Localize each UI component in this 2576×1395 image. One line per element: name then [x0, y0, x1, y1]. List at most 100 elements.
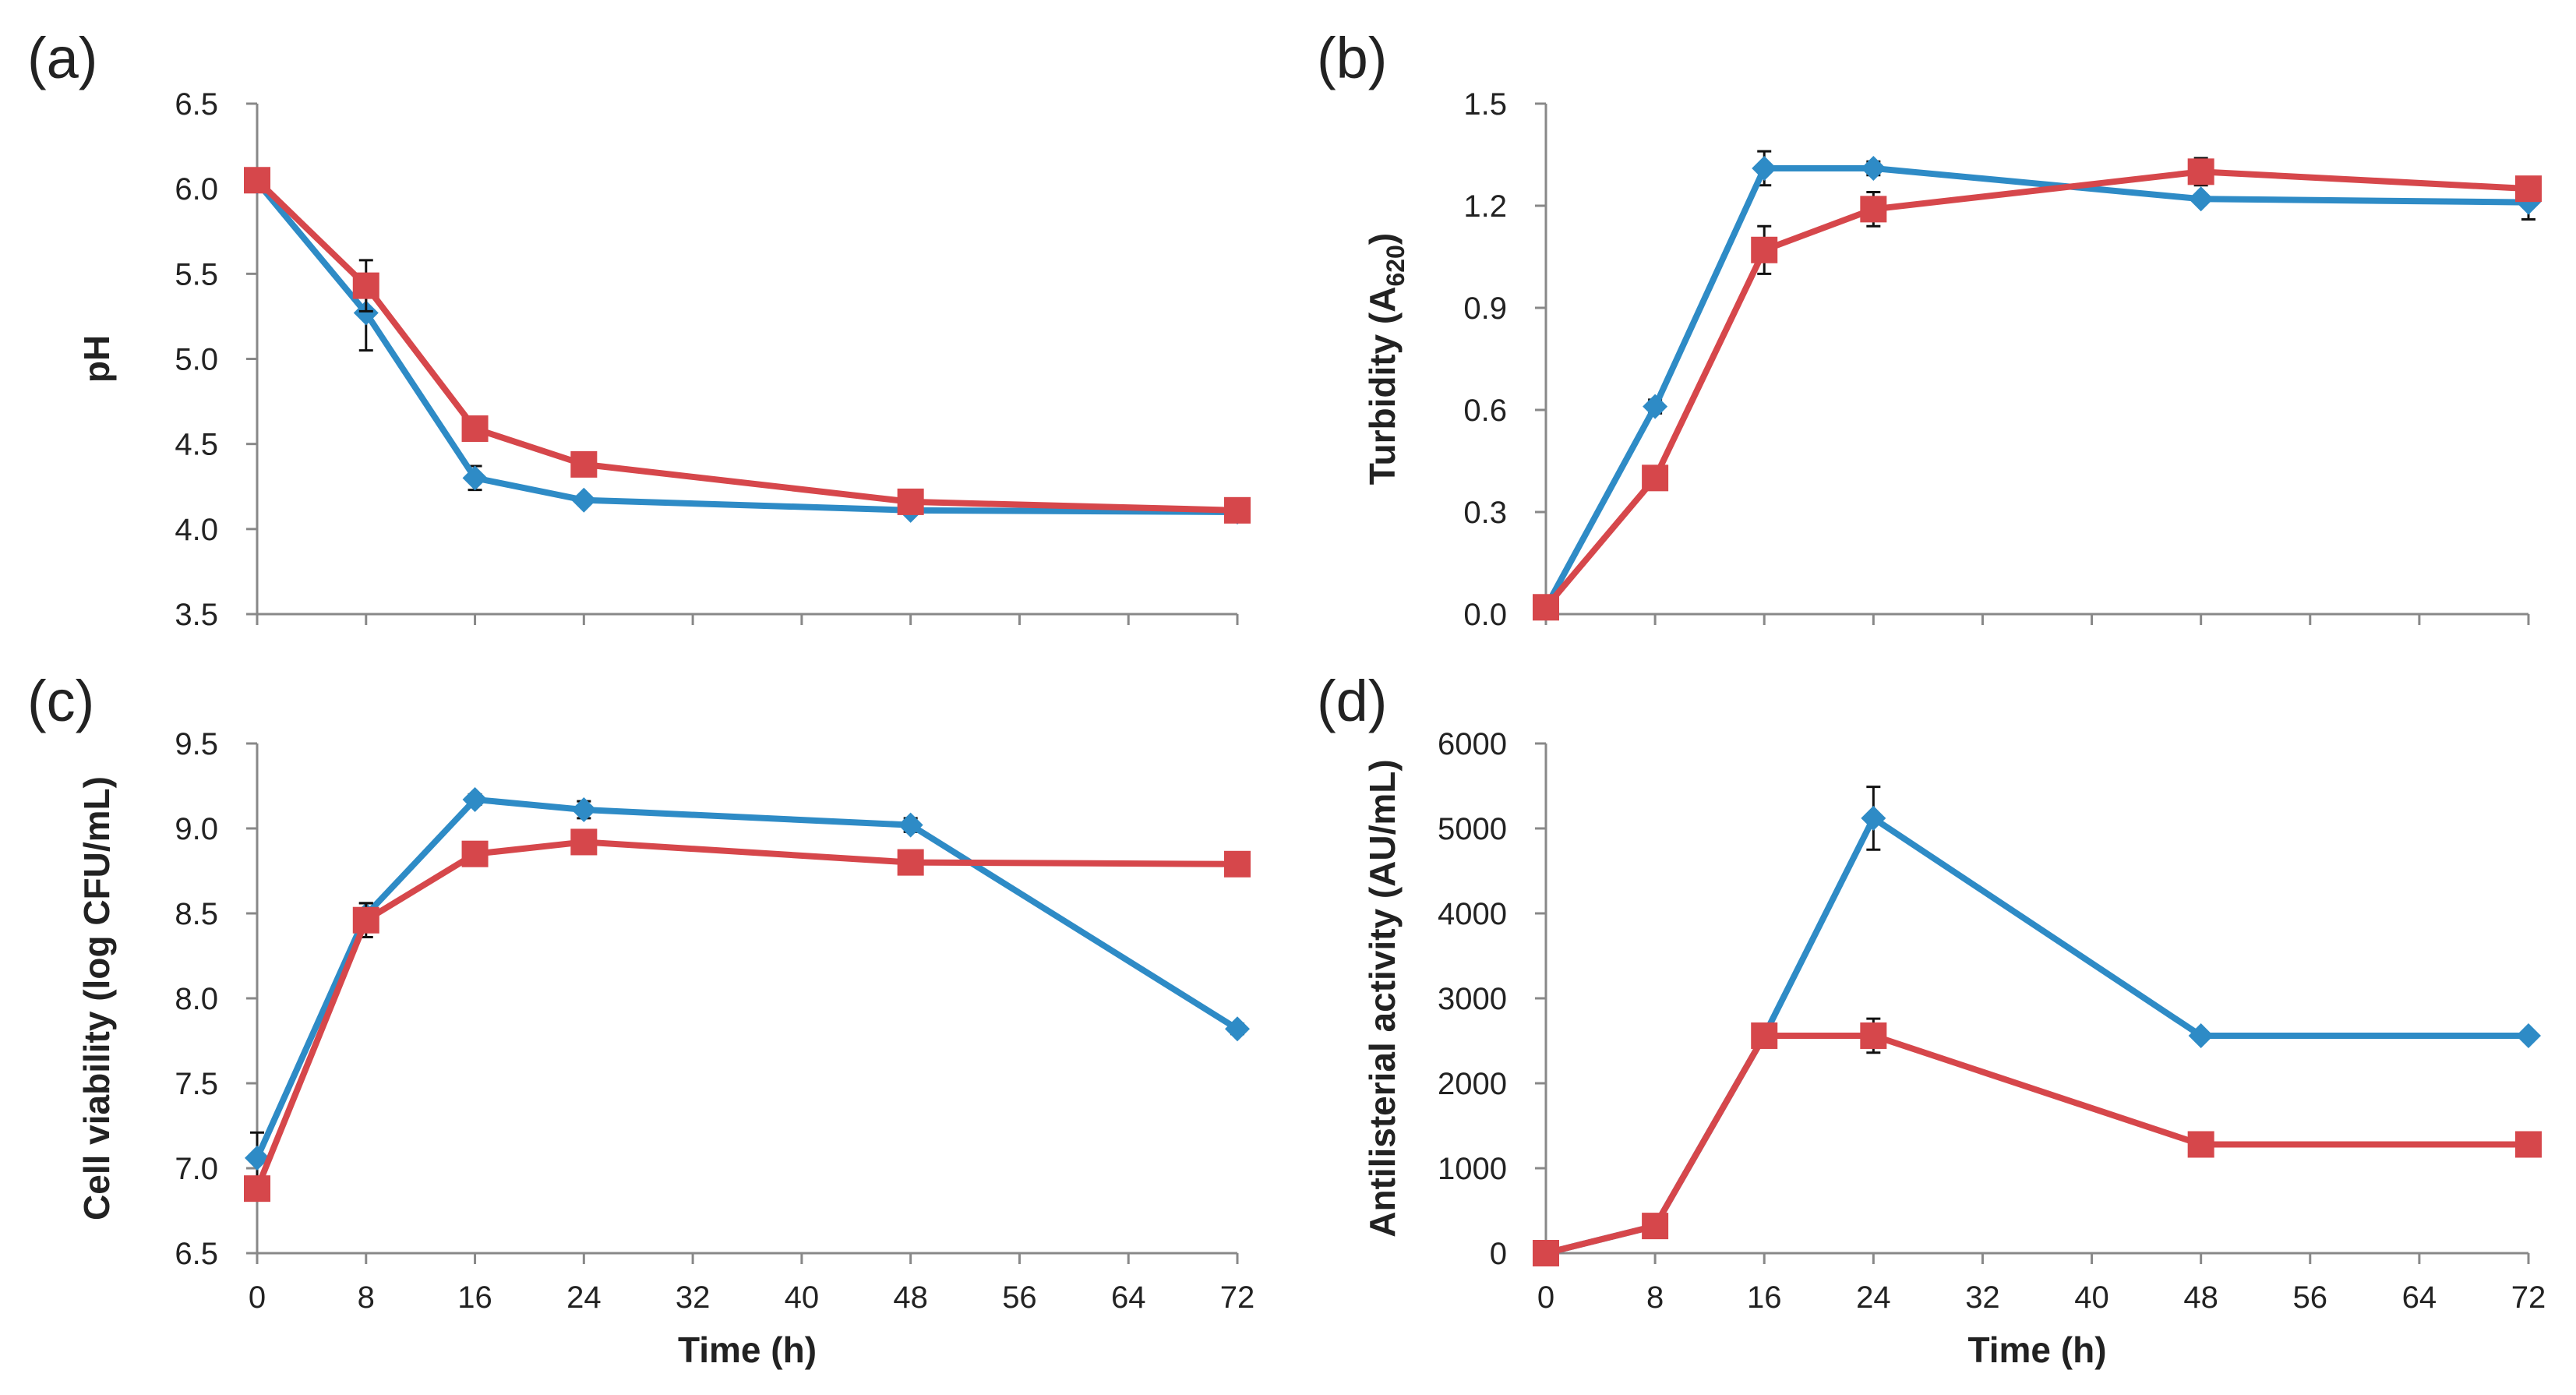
data-point-square: [2187, 1131, 2214, 1158]
data-point-square: [1642, 1213, 1669, 1240]
y-tick-label: 6.0: [175, 172, 218, 207]
data-point-square: [570, 450, 598, 478]
y-tick-label: 0: [1490, 1237, 1507, 1271]
series-line-blue: [254, 179, 1238, 515]
series-red: [244, 167, 1251, 524]
y-tick-label: 4.0: [175, 513, 218, 547]
series-line-blue: [1543, 164, 2529, 609]
x-tick-label: 8: [358, 1280, 375, 1315]
x-tick-label: 16: [457, 1280, 492, 1315]
data-point-square: [2515, 1131, 2542, 1158]
y-tick-label: 4000: [1438, 897, 1507, 931]
data-point-diamond: [1643, 394, 1668, 419]
data-point-diamond: [1752, 155, 1777, 181]
data-point-square: [2515, 175, 2542, 203]
data-point-square: [1224, 850, 1251, 878]
data-point-square: [570, 828, 598, 856]
series-blue: [1533, 786, 2541, 1266]
y-axis-title: Turbidity (A620): [1362, 233, 1410, 485]
series-blue: [245, 786, 1250, 1185]
data-point-square: [1533, 1240, 1559, 1266]
chart-panel-1: (a) 3.5 4.0 4.5 5.0 5.5 6.0 6.5 pH: [27, 26, 1251, 632]
data-point-square: [2187, 158, 2214, 185]
y-tick-label: 5.0: [175, 343, 218, 377]
y-tick-label: 1.5: [1463, 87, 1507, 122]
data-point-square: [1751, 236, 1778, 263]
x-tick-label: 0: [1537, 1280, 1554, 1315]
y-tick-label: 8.0: [175, 982, 218, 1016]
panel-label: (b): [1317, 26, 1387, 90]
y-tick-label: 3.5: [175, 598, 218, 632]
y-tick-label: 0.0: [1463, 598, 1507, 632]
y-tick-label: 9.0: [175, 812, 218, 846]
data-point-diamond: [1225, 1016, 1250, 1042]
data-point-square: [897, 488, 924, 515]
x-tick-label: 8: [1646, 1280, 1664, 1315]
y-tick-label: 5000: [1438, 812, 1507, 846]
y-axis-title: pH: [76, 335, 117, 383]
data-point-square: [244, 167, 270, 194]
series-line-red: [255, 178, 1238, 514]
x-tick-label: 24: [1856, 1280, 1891, 1315]
x-tick-label: 32: [676, 1280, 711, 1315]
data-point-square: [352, 906, 379, 934]
y-tick-label: 3000: [1438, 982, 1507, 1016]
data-point-square: [1751, 1022, 1778, 1049]
y-tick-label: 1.2: [1463, 189, 1507, 224]
x-tick-label: 48: [893, 1280, 928, 1315]
y-tick-label: 4.5: [175, 428, 218, 462]
x-tick-label: 24: [566, 1280, 602, 1315]
series-red: [1533, 157, 2542, 621]
y-tick-label: 5.5: [175, 257, 218, 291]
data-point-diamond: [571, 487, 597, 513]
x-tick-label: 32: [1965, 1280, 2000, 1315]
x-tick-label: 48: [2183, 1280, 2218, 1315]
y-tick-label: 0.6: [1463, 394, 1507, 428]
y-tick-label: 1000: [1438, 1152, 1507, 1186]
panel-label: (c): [27, 669, 94, 733]
chart-panel-2: (b) 0.0 0.3 0.6 0.9 1.2 1.5 Turbidity (A620): [1317, 26, 2542, 632]
y-tick-label: 9.5: [175, 727, 218, 761]
data-point-square: [352, 272, 379, 299]
series-line-blue: [254, 796, 1240, 1160]
data-point-square: [1533, 594, 1559, 621]
data-point-square: [1642, 464, 1669, 492]
data-point-diamond: [462, 786, 488, 812]
x-tick-label: 64: [1111, 1280, 1146, 1315]
data-point-square: [244, 1175, 270, 1203]
data-point-square: [1224, 496, 1251, 524]
series-line-red: [254, 839, 1238, 1190]
x-tick-label: 56: [1002, 1280, 1037, 1315]
x-axis-title: Time (h): [678, 1330, 817, 1370]
data-point-diamond: [245, 1145, 270, 1171]
y-tick-label: 6.5: [175, 1237, 218, 1271]
y-tick-label: 7.5: [175, 1067, 218, 1101]
series-line-blue: [1545, 814, 2528, 1256]
data-point-square: [1860, 196, 1887, 223]
y-axis-title: Antilisterial activity (AU/mL): [1362, 759, 1403, 1237]
series-blue: [245, 169, 1250, 524]
data-point-diamond: [571, 797, 597, 823]
data-point-diamond: [2188, 186, 2214, 212]
panel-label: (d): [1317, 669, 1387, 733]
data-point-square: [461, 840, 489, 867]
data-point-diamond: [2188, 1022, 2214, 1048]
x-tick-label: 16: [1747, 1280, 1782, 1315]
y-axis-title-subscript: 620: [1382, 245, 1410, 286]
y-tick-label: 6000: [1438, 727, 1507, 761]
series-line-red: [1545, 1032, 2528, 1256]
y-tick-label: 8.5: [175, 897, 218, 931]
y-tick-label: 7.0: [175, 1152, 218, 1186]
x-tick-label: 64: [2402, 1280, 2437, 1315]
data-point-square: [461, 415, 489, 443]
chart-panel-3: (c) 6.5 7.0 7.5 8.0 8.5 9.0 9.5 0 8 16 24 32 40 48 56 64…: [27, 669, 1254, 1370]
panel-label: (a): [27, 26, 97, 90]
data-point-diamond: [353, 300, 379, 326]
y-axis-title: Cell viability (log CFU/mL): [76, 776, 117, 1220]
data-point-diamond: [1861, 805, 1886, 831]
y-tick-label: 0.3: [1463, 496, 1507, 530]
series-line-red: [1543, 168, 2529, 609]
series-red: [244, 828, 1251, 1203]
y-axis-title-main: Turbidity (A: [1362, 287, 1403, 486]
